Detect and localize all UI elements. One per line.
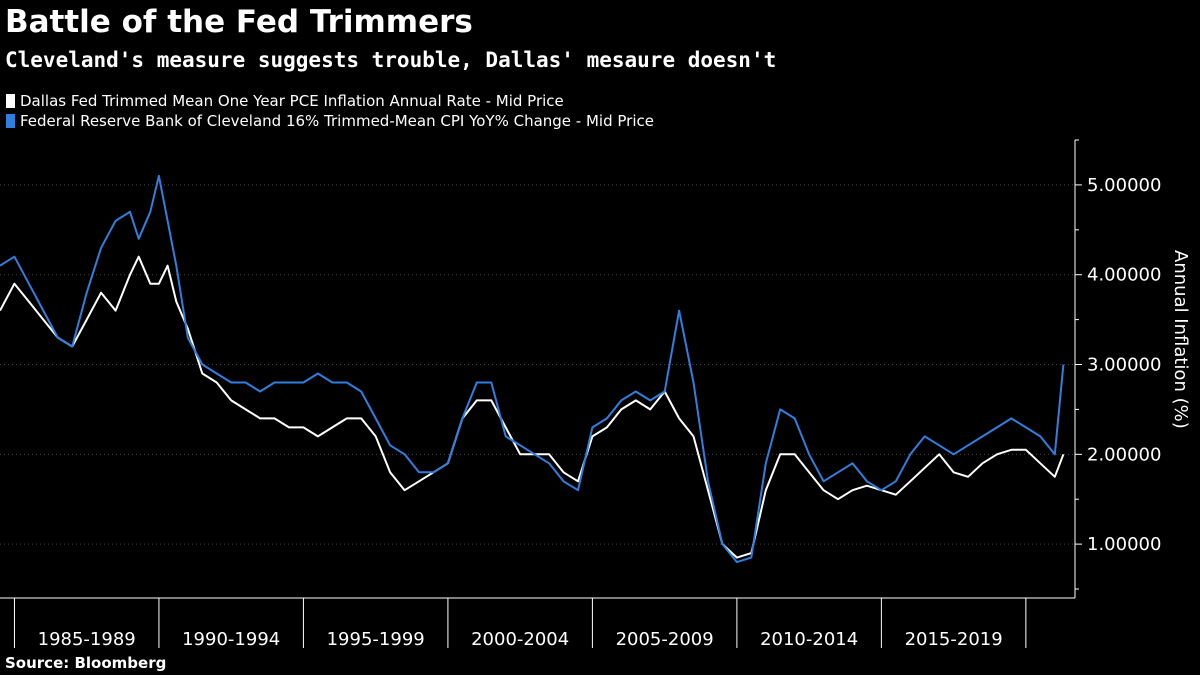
- x-tick-label: 1995-1999: [327, 629, 425, 650]
- y-tick-label: 1.00000: [1087, 534, 1161, 555]
- x-tick-label: 1985-1989: [38, 629, 136, 650]
- series-line-cleveland: [0, 174, 1065, 564]
- source-note: Source: Bloomberg: [5, 654, 167, 672]
- x-tick-label: 2005-2009: [616, 629, 714, 650]
- legend-item-cleveland: Federal Reserve Bank of Cleveland 16% Tr…: [6, 111, 654, 131]
- chart-title: Battle of the Fed Trimmers: [5, 4, 473, 40]
- legend-swatch-cleveland: [6, 114, 15, 128]
- y-axis-title: Annual Inflation (%): [1170, 250, 1191, 429]
- x-tick-label: 2015-2019: [905, 629, 1003, 650]
- legend-swatch-dallas: [6, 94, 15, 108]
- x-tick-label: 2000-2004: [471, 629, 569, 650]
- legend-label-cleveland: Federal Reserve Bank of Cleveland 16% Tr…: [20, 112, 654, 130]
- legend-item-dallas: Dallas Fed Trimmed Mean One Year PCE Inf…: [6, 91, 654, 111]
- legend-label-dallas: Dallas Fed Trimmed Mean One Year PCE Inf…: [20, 92, 564, 110]
- y-tick-label: 4.00000: [1087, 265, 1161, 286]
- x-tick-label: 1990-1994: [182, 629, 280, 650]
- chart-subtitle: Cleveland's measure suggests trouble, Da…: [5, 48, 777, 72]
- y-tick-label: 3.00000: [1087, 355, 1161, 376]
- y-tick-label: 2.00000: [1087, 444, 1161, 465]
- legend: Dallas Fed Trimmed Mean One Year PCE Inf…: [6, 91, 654, 131]
- y-tick-label: 5.00000: [1087, 175, 1161, 196]
- series-line-dallas: [0, 255, 1065, 559]
- x-tick-label: 2010-2014: [760, 629, 858, 650]
